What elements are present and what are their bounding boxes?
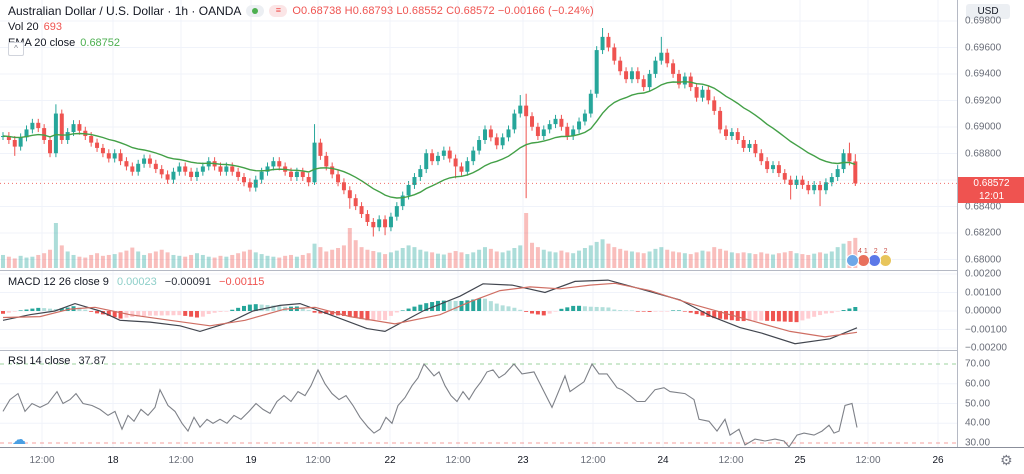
ema-label[interactable]: EMA 20 close <box>8 36 76 49</box>
currency-toggle-button[interactable]: USD <box>966 4 1010 19</box>
market-status-pill[interactable] <box>246 4 265 17</box>
macd-legend: MACD 12 26 close 9 0.00023 −0.00091 −0.0… <box>8 276 269 288</box>
volume-label[interactable]: Vol 20 <box>8 20 39 33</box>
gear-icon[interactable]: ⚙ <box>1000 452 1013 468</box>
time-tick-label: 19 <box>245 455 257 466</box>
time-tick-label: 25 <box>794 455 806 466</box>
chart-canvas[interactable] <box>0 0 957 447</box>
candles-layer <box>1 28 858 237</box>
axis-tick-label: 0.68400 <box>965 201 1002 212</box>
ema-row: EMA 20 close 0.68752 <box>8 35 594 50</box>
time-tick-label: 12:00 <box>855 455 881 466</box>
time-tick-label: 12:00 <box>445 455 471 466</box>
time-tick-label: 18 <box>107 455 119 466</box>
volume-row: Vol 20 693 <box>8 19 594 34</box>
signal-line <box>2 282 858 338</box>
symbol-title[interactable]: Australian Dollar / U.S. Dollar · 1h · O… <box>8 3 242 18</box>
main-legend: Australian Dollar / U.S. Dollar · 1h · O… <box>8 3 594 51</box>
event-flag-icon[interactable] <box>846 254 859 267</box>
axis-tick-label: 50.00 <box>965 398 991 409</box>
axis-tick-label: 0.68200 <box>965 227 1002 239</box>
axis-tick-label: 40.00 <box>965 417 991 429</box>
time-tick-label: 12:00 <box>718 455 744 466</box>
price-axis[interactable]: USD 0.69800 0.69600 0.69400 0.69200 0.69000 0… <box>957 0 1024 449</box>
axis-tick-label: 0.68800 <box>965 148 1002 159</box>
details-pill[interactable]: ≡ <box>269 4 288 17</box>
axis-tick-label: 0.68000 <box>965 254 1002 265</box>
time-tick-label: 12:00 <box>305 455 331 466</box>
macd-line <box>2 279 858 345</box>
bar-countdown-badge: 12:01 <box>958 190 1024 203</box>
axis-tick-label: 0.69000 <box>965 121 1002 133</box>
pane-separator-macd[interactable] <box>0 270 1024 271</box>
axis-tick-label: 0.00100 <box>965 287 1002 298</box>
macd-hist-value: 0.00023 <box>116 276 157 288</box>
volume-value: 693 <box>43 20 62 33</box>
macd-line-value: −0.00091 <box>164 276 211 288</box>
last-price-badge: 0.68572 <box>958 177 1024 190</box>
ema-line <box>2 80 856 199</box>
rsi-legend: RSI 14 close 37.87 <box>8 355 111 367</box>
axis-tick-label: 0.00000 <box>965 305 1002 317</box>
ema-value: 0.68752 <box>80 36 121 49</box>
time-tick-label: 24 <box>657 455 669 466</box>
pane-separator-rsi[interactable] <box>0 350 1024 351</box>
symbol-row: Australian Dollar / U.S. Dollar · 1h · O… <box>8 3 594 18</box>
collapse-pane-button[interactable]: ^ <box>8 42 24 56</box>
axis-tick-label: 0.00200 <box>965 268 1002 280</box>
ohlc-values: O0.68738 H0.68793 L0.68552 C0.68572 −0.0… <box>292 4 594 17</box>
axis-tick-label: 0.69800 <box>965 15 1002 27</box>
cloud-icon[interactable]: ☁ <box>12 431 26 447</box>
axis-tick-label: 0.69400 <box>965 68 1002 80</box>
list-icon: ≡ <box>275 5 282 15</box>
axis-tick-label: 70.00 <box>965 358 991 370</box>
macd-title[interactable]: MACD 12 26 close 9 <box>8 276 109 288</box>
time-tick-label: 22 <box>384 455 396 466</box>
axis-tick-label: −0.00200 <box>965 342 1007 354</box>
volume-layer <box>1 213 858 268</box>
market-open-dot-icon <box>252 7 259 14</box>
rsi-title[interactable]: RSI 14 close <box>8 355 71 367</box>
event-counts: 41 2 2 <box>858 248 890 255</box>
rsi-value: 37.87 <box>78 355 106 367</box>
rsi-line <box>2 362 858 447</box>
time-axis[interactable]: 12:00 18 12:00 19 12:00 22 12:00 23 12:00 24 12:00… <box>0 447 1024 474</box>
axis-tick-label: 0.69200 <box>965 95 1002 106</box>
time-tick-label: 12:00 <box>168 455 194 466</box>
macd-signal-value: −0.00115 <box>219 276 265 288</box>
axis-tick-label: 60.00 <box>965 378 991 390</box>
time-tick-label: 12:00 <box>580 455 606 466</box>
axis-tick-label: −0.00100 <box>965 324 1007 335</box>
macd-histogram-layer <box>1 298 858 323</box>
axis-tick-label: 30.00 <box>965 437 991 449</box>
time-tick-label: 26 <box>932 455 944 466</box>
time-tick-label: 12:00 <box>29 455 55 466</box>
axis-tick-label: 0.69600 <box>965 42 1002 53</box>
time-tick-label: 23 <box>517 455 529 466</box>
grid-layer <box>0 0 957 447</box>
